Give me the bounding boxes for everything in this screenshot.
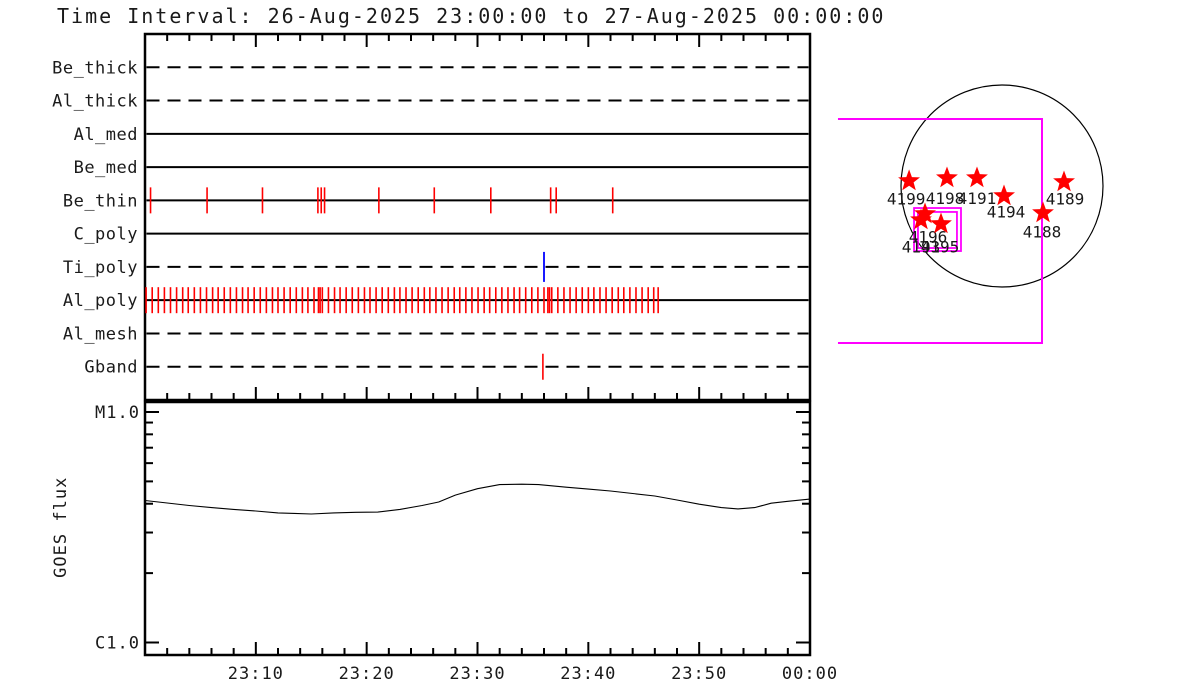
filter-label-Al_med: Al_med — [74, 125, 138, 145]
active-region-star-icon — [898, 169, 920, 191]
filter-label-Al_poly: Al_poly — [63, 291, 138, 311]
active-region-star-icon — [966, 166, 988, 188]
filter-row-Al_poly: Al_poly — [63, 287, 809, 314]
filter-row-Be_med: Be_med — [74, 158, 809, 178]
active-region-label: 4196 — [909, 227, 948, 246]
active-region-star-icon — [936, 166, 958, 188]
active-region-4193: 4193 — [902, 208, 941, 257]
x-tick-label: 23:10 — [228, 664, 284, 684]
active-region-label: 4189 — [1046, 189, 1085, 208]
x-tick-label: 23:50 — [671, 664, 727, 684]
filter-row-Al_thick: Al_thick — [52, 92, 809, 112]
active-region-star-icon — [930, 212, 952, 234]
filter-row-C_poly: C_poly — [74, 225, 809, 245]
filter-label-Gband: Gband — [84, 358, 138, 378]
filter-row-Gband: Gband — [84, 353, 809, 380]
active-region-label: 4188 — [1023, 222, 1062, 241]
active-region-label: 4198 — [926, 189, 965, 208]
active-region-label: 4199 — [887, 189, 926, 208]
filter-row-Be_thin: Be_thin — [63, 187, 809, 214]
active-region-star-icon — [993, 184, 1015, 206]
x-tick-label: 23:30 — [449, 664, 505, 684]
filter-label-Ti_poly: Ti_poly — [63, 258, 138, 278]
filter-label-Be_thick: Be_thick — [52, 58, 138, 78]
x-tick-label: 00:00 — [782, 664, 838, 684]
active-region-4195: 4195 — [921, 212, 960, 256]
filter-row-Ti_poly: Ti_poly — [63, 251, 809, 282]
active-region-4189: 4189 — [1046, 170, 1085, 208]
filter-row-Al_mesh: Al_mesh — [63, 324, 809, 344]
active-region-label: 4191 — [958, 189, 997, 208]
filter-label-Al_mesh: Al_mesh — [63, 324, 138, 344]
solar-limb-circle — [900, 84, 1104, 288]
goes-flux-panel: M1.0 C1.0 23:10 23:20 23:30 23:40 23:50 00:00 GO… — [51, 400, 838, 684]
active-region-4191: 4191 — [958, 166, 997, 208]
active-region-4198: 4198 — [926, 166, 965, 208]
active-region-star-icon — [1032, 201, 1054, 223]
active-region-star-icon — [1053, 170, 1075, 192]
active-region-star-icon — [910, 208, 932, 230]
active-region-4196: 4196 — [909, 202, 948, 246]
filter-label-C_poly: C_poly — [74, 225, 138, 245]
active-region-4199: 4199 — [887, 169, 926, 208]
xrt-filter-timeline-panel: Be_thick Al_thick Al_med Be_med Be_thin C_pol… — [52, 32, 812, 402]
y-tick-label-m1: M1.0 — [95, 403, 140, 423]
goes-flux-axis-title: GOES flux — [51, 477, 71, 578]
fov-box-small-fov-outer — [913, 207, 962, 252]
fov-box-small-fov-inner — [917, 211, 958, 249]
active-region-label: 4193 — [902, 238, 941, 257]
x-tick-label: 23:20 — [339, 664, 395, 684]
x-tick-label: 23:40 — [560, 664, 616, 684]
fov-box-large-fov — [837, 118, 1043, 344]
timeline-panel-border — [143, 32, 812, 402]
active-region-star-icon — [914, 202, 936, 224]
active-region-4194: 4194 — [987, 184, 1026, 221]
filter-label-Be_thin: Be_thin — [63, 191, 138, 211]
goes-panel-border — [143, 400, 812, 657]
active-region-label: 4195 — [921, 237, 960, 256]
active-region-label: 4194 — [987, 202, 1026, 221]
page-title: Time Interval: 26-Aug-2025 23:00:00 to 2… — [57, 4, 886, 28]
filter-row-Al_med: Al_med — [74, 125, 809, 145]
y-tick-label-c1: C1.0 — [95, 634, 140, 654]
filter-label-Al_thick: Al_thick — [52, 92, 138, 112]
active-region-4188: 4188 — [1023, 201, 1062, 241]
filter-label-Be_med: Be_med — [74, 158, 138, 178]
goes-flux-curve — [144, 483, 811, 515]
filter-row-Be_thick: Be_thick — [52, 58, 809, 78]
